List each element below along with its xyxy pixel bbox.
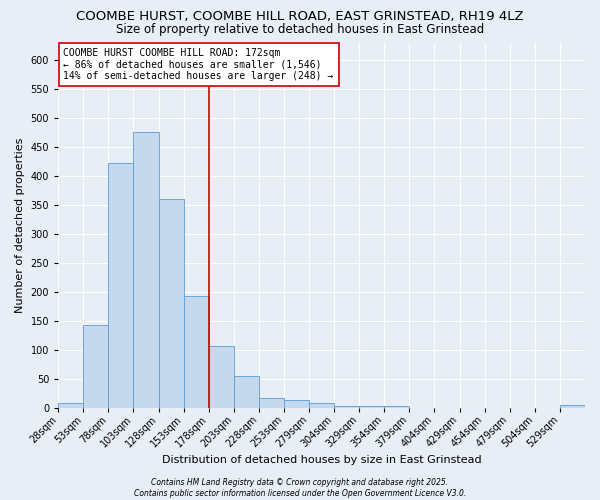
Text: Contains HM Land Registry data © Crown copyright and database right 2025.
Contai: Contains HM Land Registry data © Crown c… — [134, 478, 466, 498]
Bar — [234, 376, 259, 408]
Bar — [184, 296, 209, 408]
Text: COOMBE HURST, COOMBE HILL ROAD, EAST GRINSTEAD, RH19 4LZ: COOMBE HURST, COOMBE HILL ROAD, EAST GRI… — [76, 10, 524, 23]
Bar — [284, 400, 309, 407]
Bar — [259, 398, 284, 407]
Bar — [109, 163, 133, 408]
Bar — [385, 406, 409, 407]
Bar — [158, 199, 184, 408]
Bar — [560, 406, 585, 407]
Bar — [133, 132, 158, 407]
Bar — [334, 406, 359, 407]
Text: COOMBE HURST COOMBE HILL ROAD: 172sqm
← 86% of detached houses are smaller (1,54: COOMBE HURST COOMBE HILL ROAD: 172sqm ← … — [64, 48, 334, 81]
Y-axis label: Number of detached properties: Number of detached properties — [15, 138, 25, 312]
Bar — [309, 403, 334, 407]
Bar — [58, 403, 83, 407]
Text: Size of property relative to detached houses in East Grinstead: Size of property relative to detached ho… — [116, 22, 484, 36]
Bar — [83, 326, 109, 407]
Bar — [209, 346, 234, 408]
X-axis label: Distribution of detached houses by size in East Grinstead: Distribution of detached houses by size … — [162, 455, 481, 465]
Bar — [359, 406, 385, 408]
